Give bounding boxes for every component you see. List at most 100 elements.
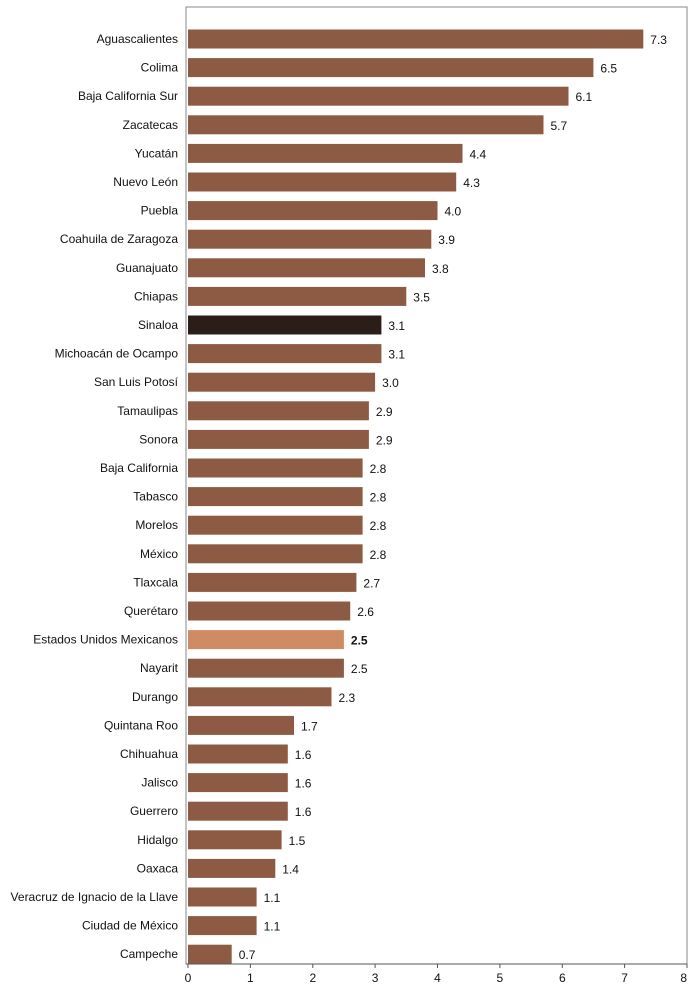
bars-group — [188, 29, 644, 964]
category-label: Nuevo León — [113, 175, 178, 189]
category-label: Chihuahua — [120, 747, 178, 761]
category-label: Jalisco — [141, 776, 178, 790]
value-label: 1.4 — [282, 862, 299, 876]
category-label: Veracruz de Ignacio de la Llave — [11, 890, 179, 904]
category-labels-group: Aguascalientes Colima Baja California Sur Z… — [11, 32, 179, 961]
x-tick-label: 1 — [247, 971, 254, 985]
value-label: 2.7 — [363, 576, 380, 590]
bar — [188, 916, 257, 936]
bar — [188, 286, 407, 306]
x-tick-label: 2 — [309, 971, 316, 985]
bar — [188, 258, 425, 278]
value-label: 2.9 — [376, 405, 393, 419]
category-label: Oaxaca — [137, 861, 179, 875]
category-label: San Luis Potosí — [94, 375, 179, 389]
value-label: 2.5 — [351, 662, 368, 676]
value-label: 3.1 — [388, 319, 405, 333]
value-label: 5.7 — [551, 119, 568, 133]
bar — [188, 172, 457, 192]
value-label: 4.3 — [463, 176, 480, 190]
value-label: 1.6 — [295, 777, 312, 791]
category-label: Quintana Roo — [104, 718, 178, 732]
category-label: México — [140, 547, 178, 561]
x-tick-label: 6 — [559, 971, 566, 985]
bar — [188, 429, 369, 449]
bar — [188, 115, 544, 135]
value-label: 3.5 — [413, 290, 430, 304]
value-label: 2.8 — [370, 491, 387, 505]
value-label: 2.6 — [357, 605, 374, 619]
value-label: 2.8 — [370, 519, 387, 533]
category-label: Ciudad de México — [82, 919, 178, 933]
bar — [188, 86, 569, 106]
x-tick-label: 3 — [372, 971, 379, 985]
value-label: 1.6 — [295, 805, 312, 819]
category-label: Tlaxcala — [133, 575, 178, 589]
bar — [188, 630, 344, 650]
bar — [188, 143, 463, 163]
bar — [188, 601, 351, 621]
category-label: Nayarit — [140, 661, 179, 675]
bar — [188, 944, 232, 964]
x-tick-label: 0 — [185, 971, 192, 985]
category-label: Tabasco — [133, 490, 178, 504]
category-label: Hidalgo — [137, 833, 178, 847]
category-label: Chiapas — [134, 289, 178, 303]
bar — [188, 458, 363, 478]
category-label: Coahuila de Zaragoza — [60, 232, 178, 246]
category-label: Sonora — [139, 432, 178, 446]
value-label: 0.7 — [239, 948, 256, 962]
bar — [188, 487, 363, 507]
x-tick-label: 4 — [434, 971, 441, 985]
bar — [188, 315, 382, 335]
value-label: 4.0 — [445, 205, 462, 219]
category-label: Campeche — [120, 947, 178, 961]
value-label: 1.1 — [264, 920, 281, 934]
value-label: 3.8 — [432, 262, 449, 276]
bar — [188, 201, 438, 221]
bar — [188, 515, 363, 535]
value-label: 7.3 — [650, 33, 667, 47]
bar — [188, 372, 376, 392]
value-label: 1.1 — [264, 891, 281, 905]
value-label: 2.5 — [351, 634, 368, 648]
bar — [188, 887, 257, 907]
category-label: Morelos — [135, 518, 178, 532]
value-labels-group: 7.3 6.5 6.1 5.7 4.4 4.3 4.0 3.9 3.83.5 3.1 3.1 3.0 2… — [239, 33, 668, 962]
value-label: 2.9 — [376, 433, 393, 447]
value-label: 2.8 — [370, 462, 387, 476]
bar — [188, 572, 357, 592]
bar — [188, 773, 288, 793]
x-tick-label: 5 — [497, 971, 504, 985]
bar — [188, 401, 369, 421]
category-label: Sinaloa — [138, 318, 178, 332]
value-label: 1.6 — [295, 748, 312, 762]
value-label: 6.1 — [576, 90, 593, 104]
value-label: 3.0 — [382, 376, 399, 390]
bar — [188, 229, 432, 249]
category-label: Baja California Sur — [78, 89, 178, 103]
bar — [188, 801, 288, 821]
category-label: Yucatán — [135, 146, 178, 160]
category-label: Guerrero — [130, 804, 178, 818]
value-label: 2.8 — [370, 548, 387, 562]
bar — [188, 830, 282, 850]
category-label: Guanajuato — [116, 261, 178, 275]
bar — [188, 687, 332, 707]
value-label: 3.9 — [438, 233, 455, 247]
category-label: Zacatecas — [123, 118, 178, 132]
value-label: 3.1 — [388, 348, 405, 362]
category-label: Michoacán de Ocampo — [55, 347, 179, 361]
value-label: 2.3 — [339, 691, 356, 705]
bar — [188, 658, 344, 678]
category-label: Baja California — [100, 461, 178, 475]
value-label: 6.5 — [600, 62, 617, 76]
bar — [188, 58, 594, 78]
x-tick-label: 7 — [621, 971, 628, 985]
bar — [188, 344, 382, 364]
category-label: Querétaro — [124, 604, 178, 618]
bar — [188, 29, 644, 49]
value-label: 1.7 — [301, 719, 318, 733]
